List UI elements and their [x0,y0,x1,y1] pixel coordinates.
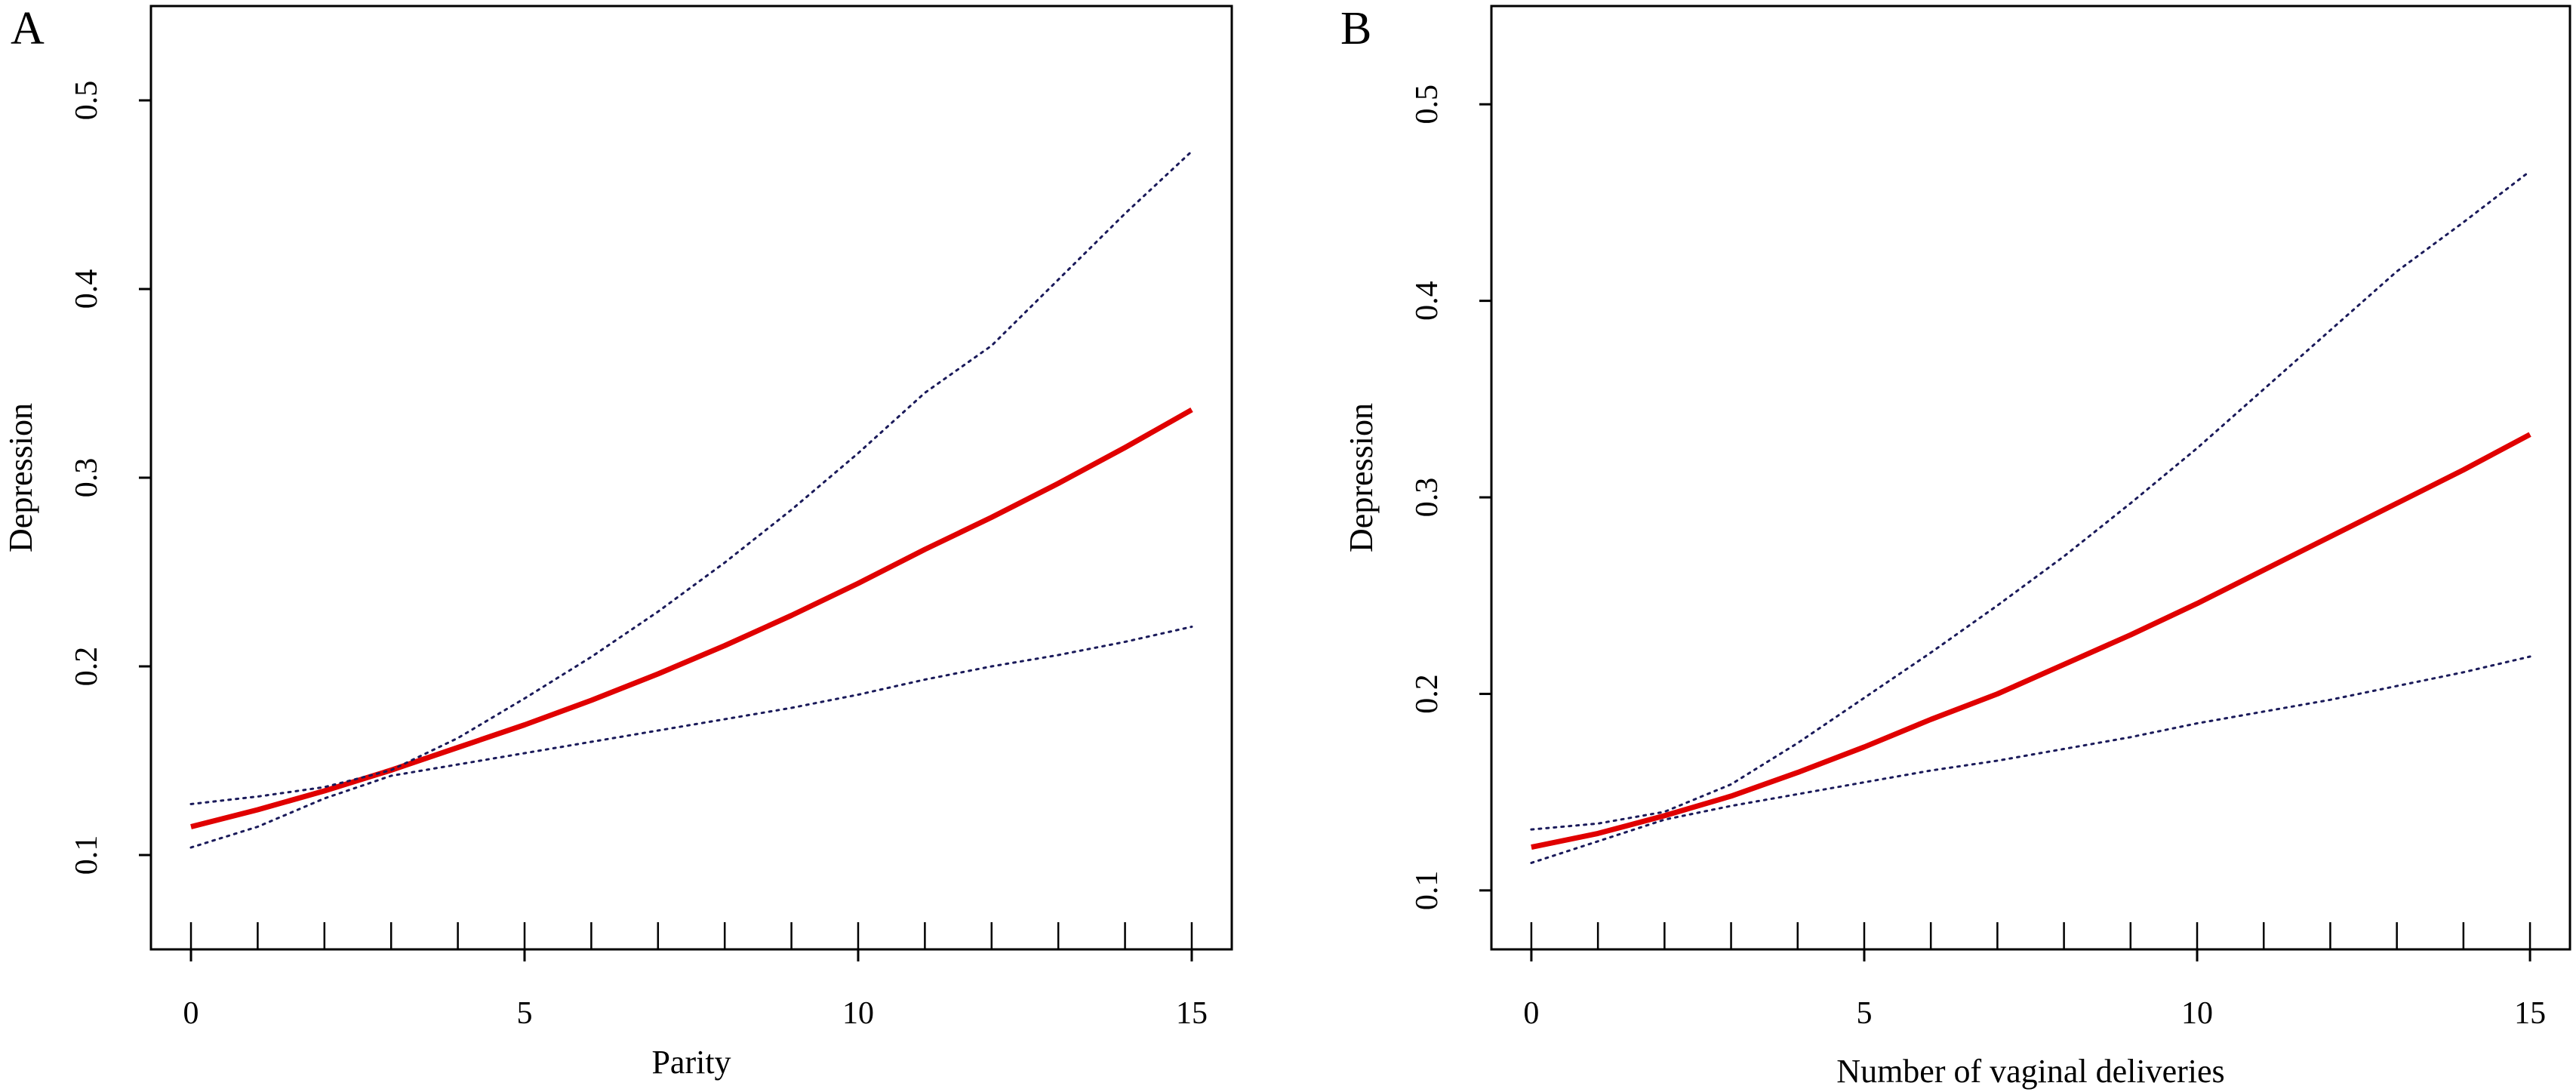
lower-ci-line [1530,655,2531,864]
plot-frame [1490,5,2571,951]
y-tick-label: 0.2 [69,647,104,687]
x-tick-label: 5 [517,996,533,1031]
y-tick-label: 0.4 [69,269,104,309]
x-tick-label: 0 [183,996,199,1031]
panel-b: B 0.1 0.2 0.3 0.4 0.5 0 5 10 15 Number of vaginal … [1340,3,2571,1090]
y-tick-label: 0.1 [1410,871,1445,911]
y-tick-label: 0.2 [1410,674,1445,714]
x-tick-label: 0 [1523,996,1539,1031]
panel-label: A [11,3,45,54]
panel-a: A 0.1 0.2 0.3 0.4 0.5 0 5 10 15 Parity Depression [2,3,1233,1081]
upper-ci-line [189,150,1193,805]
x-tick-label: 10 [2181,996,2213,1031]
y-tick-label: 0.5 [69,81,104,121]
upper-ci-line [1530,170,2531,831]
x-tick-label: 15 [1176,996,1208,1031]
x-tick-label: 10 [842,996,874,1031]
y-tick-label: 0.4 [1410,281,1445,321]
estimate-line [1531,432,2531,851]
y-axis-title: Depression [2,403,39,552]
y-tick-label: 0.5 [1410,85,1445,125]
panel-label: B [1340,3,1371,54]
y-tick-label: 0.1 [69,835,104,875]
x-axis-title: Number of vaginal deliveries [1836,1053,2224,1090]
x-tick-label: 5 [1856,996,1872,1031]
y-tick-label: 0.3 [69,458,104,498]
y-axis-title: Depression [1343,403,1380,552]
x-tick-label: 15 [2514,996,2546,1031]
estimate-line [190,407,1193,829]
y-tick-label: 0.3 [1410,478,1445,518]
x-axis-title: Parity [651,1044,731,1081]
